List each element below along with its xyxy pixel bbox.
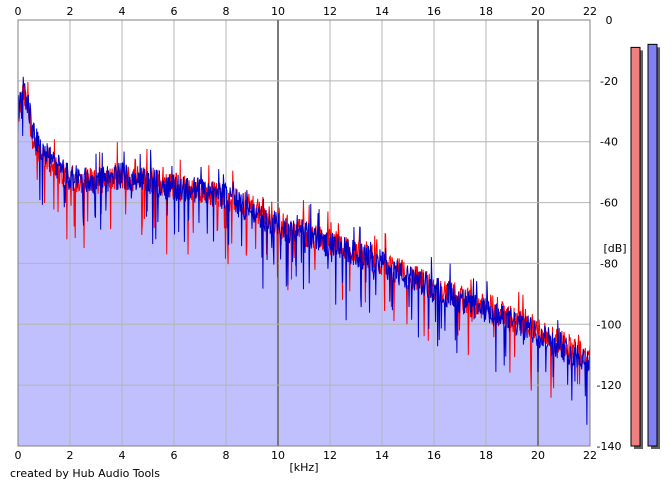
x-tick-label: 8: [223, 5, 230, 18]
y-tick-label: -140: [597, 440, 622, 453]
y-tick-label: -120: [597, 379, 622, 392]
x-tick-label: 4: [119, 449, 126, 462]
y-tick-label: -20: [600, 75, 618, 88]
x-tick-label: 18: [479, 5, 493, 18]
x-tick-label: 12: [323, 5, 337, 18]
y-tick-label: -40: [600, 136, 618, 149]
plot-area: [17, 19, 591, 447]
plot-border: [17, 19, 591, 447]
x-tick-label: 8: [223, 449, 230, 462]
x-axis-label: [kHz]: [290, 461, 319, 474]
series-line: [17, 76, 591, 425]
y-axis-label: [dB]: [603, 242, 626, 255]
x-tick-label: 6: [171, 449, 178, 462]
axes: 002244668810101212141416161818202022220-…: [15, 5, 627, 474]
y-tick-label: 0: [606, 14, 613, 27]
x-tick-label: 22: [583, 5, 597, 18]
x-tick-label: 6: [171, 5, 178, 18]
x-tick-label: 2: [67, 5, 74, 18]
x-tick-label: 0: [15, 449, 22, 462]
x-tick-label: 16: [427, 449, 441, 462]
level-meter-left: [630, 46, 641, 447]
x-tick-label: 2: [67, 449, 74, 462]
x-tick-label: 4: [119, 5, 126, 18]
x-tick-label: 18: [479, 449, 493, 462]
x-tick-label: 20: [531, 449, 545, 462]
x-tick-label: 22: [583, 449, 597, 462]
x-tick-label: 16: [427, 5, 441, 18]
level-meters: [630, 43, 660, 450]
y-tick-label: -80: [600, 257, 618, 270]
credit-text: created by Hub Audio Tools: [10, 467, 160, 480]
level-meter-right: [647, 43, 658, 447]
x-tick-label: 10: [271, 449, 285, 462]
x-tick-label: 0: [15, 5, 22, 18]
y-tick-label: -60: [600, 197, 618, 210]
x-tick-label: 12: [323, 449, 337, 462]
x-tick-label: 14: [375, 449, 389, 462]
x-tick-label: 10: [271, 5, 285, 18]
x-tick-label: 14: [375, 5, 389, 18]
x-tick-label: 20: [531, 5, 545, 18]
y-tick-label: -100: [597, 318, 622, 331]
